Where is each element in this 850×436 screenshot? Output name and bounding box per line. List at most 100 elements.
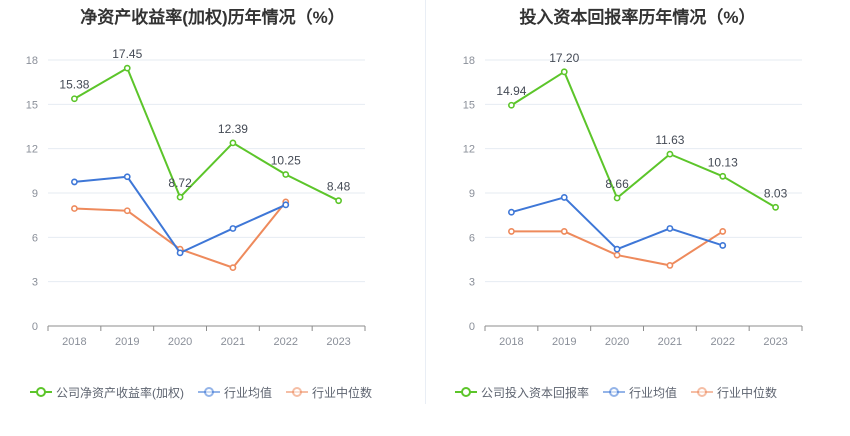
x-tick-label: 2021 — [221, 336, 245, 348]
company-point[interactable] — [560, 68, 568, 76]
company-point[interactable] — [176, 193, 184, 201]
roe-chart-title: 净资产收益率(加权)历年情况（%） — [80, 8, 345, 27]
x-tick-label: 2019 — [115, 336, 139, 348]
legend-marker-icon — [286, 387, 309, 397]
data-label: 8.03 — [764, 186, 788, 200]
company-point[interactable] — [666, 150, 674, 158]
legend-item-company[interactable]: 公司投入资本回报率 — [455, 384, 589, 401]
y-tick-label: 6 — [32, 232, 38, 244]
company-point[interactable] — [613, 194, 621, 202]
legend-item-company[interactable]: 公司净资产收益率(加权) — [30, 384, 184, 401]
y-tick-label: 9 — [32, 188, 38, 200]
roic-chart-legend[interactable]: 公司投入资本回报率 行业均值 行业中位数 — [455, 382, 791, 402]
industry-median-series-line — [74, 201, 287, 269]
legend-marker-icon — [30, 387, 52, 397]
legend-marker-icon — [691, 387, 714, 397]
data-label: 10.25 — [271, 154, 301, 168]
industry-average-point[interactable] — [123, 173, 131, 181]
company-point[interactable] — [335, 197, 342, 205]
y-tick-label: 18 — [26, 55, 38, 67]
legend-item-industry-median[interactable]: 行业中位数 — [691, 384, 777, 401]
company-point[interactable] — [123, 64, 131, 72]
industry-average-series-line — [511, 196, 724, 251]
data-label: 8.72 — [168, 176, 192, 190]
company-point[interactable] — [719, 172, 727, 180]
x-tick-label: 2022 — [711, 336, 735, 348]
industry-median-point[interactable] — [560, 228, 568, 235]
industry-median-point[interactable] — [508, 228, 515, 235]
legend-item-industry-average[interactable]: 行业均值 — [603, 384, 677, 401]
industry-average-point[interactable] — [560, 194, 568, 201]
y-tick-label: 0 — [32, 321, 38, 333]
panel-divider — [425, 0, 426, 404]
company-point[interactable] — [508, 101, 515, 109]
legend-label: 公司净资产收益率(加权) — [56, 385, 184, 400]
legend-item-industry-median[interactable]: 行业中位数 — [286, 384, 372, 401]
company-point[interactable] — [772, 203, 779, 211]
roe-line-chart: 0 3 6 9 12 15 18 2018 2019 2020 2021 2022 2023 15.38 1… — [26, 47, 366, 348]
x-tick-label: 2020 — [168, 336, 192, 348]
x-tick-label: 2018 — [62, 336, 86, 348]
x-tick-label: 2023 — [326, 336, 350, 348]
y-tick-label: 15 — [26, 99, 38, 111]
industry-average-point[interactable] — [719, 242, 727, 249]
legend-label: 行业中位数 — [717, 385, 778, 400]
roe-chart-panel: 净资产收益率(加权)历年情况（%） 0 3 6 9 12 15 18 2018 2019 2020… — [26, 8, 386, 402]
data-label: 8.66 — [605, 177, 629, 191]
industry-average-point[interactable] — [71, 178, 78, 186]
data-label: 17.45 — [112, 47, 142, 61]
y-tick-label: 3 — [32, 277, 38, 289]
industry-median-point[interactable] — [123, 207, 131, 215]
y-tick-label: 12 — [463, 144, 475, 156]
industry-average-point[interactable] — [282, 201, 290, 209]
x-tick-label: 2019 — [552, 336, 576, 348]
y-tick-label: 0 — [469, 321, 475, 333]
industry-average-point[interactable] — [613, 245, 621, 253]
industry-average-point[interactable] — [508, 208, 515, 216]
legend-marker-icon — [603, 387, 626, 397]
legend-label: 公司投入资本回报率 — [481, 385, 590, 400]
x-tick-label: 2021 — [658, 336, 682, 348]
data-label: 8.48 — [327, 180, 351, 194]
data-label: 10.13 — [708, 155, 738, 169]
company-point[interactable] — [282, 171, 290, 178]
industry-average-point[interactable] — [229, 225, 237, 232]
company-series-line — [510, 70, 777, 209]
y-tick-label: 18 — [463, 55, 475, 67]
data-label: 17.20 — [549, 51, 579, 65]
roe-chart-legend[interactable]: 公司净资产收益率(加权) 行业均值 行业中位数 — [30, 382, 386, 402]
industry-median-point[interactable] — [613, 251, 621, 259]
data-label: 15.38 — [59, 78, 89, 92]
y-tick-label: 9 — [469, 188, 475, 200]
legend-label: 行业中位数 — [312, 385, 373, 400]
roic-chart-title: 投入资本回报率历年情况（%） — [519, 8, 756, 27]
legend-marker-icon — [455, 387, 477, 397]
x-tick-label: 2022 — [274, 336, 298, 348]
data-label: 14.94 — [496, 84, 526, 98]
roic-line-chart: 0 3 6 9 12 15 18 2018 2019 2020 2021 2022 2023 14.94 1… — [463, 51, 803, 348]
industry-median-point[interactable] — [71, 205, 78, 212]
industry-median-point[interactable] — [719, 228, 727, 235]
industry-median-point[interactable] — [666, 262, 674, 269]
company-point[interactable] — [229, 139, 237, 147]
company-series-line — [73, 67, 340, 202]
roic-chart-panel: 投入资本回报率历年情况（%） 0 3 6 9 12 15 18 2018 2019 2020 202… — [425, 0, 850, 436]
company-point[interactable] — [71, 95, 78, 103]
x-tick-label: 2023 — [763, 336, 787, 348]
data-label: 12.39 — [218, 122, 248, 136]
legend-label: 行业均值 — [224, 385, 273, 400]
y-tick-label: 3 — [469, 277, 475, 289]
y-tick-label: 12 — [26, 144, 38, 156]
legend-item-industry-average[interactable]: 行业均值 — [198, 384, 272, 401]
industry-average-point[interactable] — [176, 249, 184, 257]
industry-average-point[interactable] — [666, 225, 674, 232]
legend-label: 行业均值 — [629, 385, 678, 400]
x-tick-label: 2020 — [605, 336, 629, 348]
industry-median-point[interactable] — [229, 264, 237, 272]
y-tick-label: 6 — [469, 232, 475, 244]
y-tick-label: 15 — [463, 99, 475, 111]
legend-marker-icon — [198, 387, 220, 397]
data-label: 11.63 — [655, 133, 684, 147]
x-tick-label: 2018 — [499, 336, 523, 348]
